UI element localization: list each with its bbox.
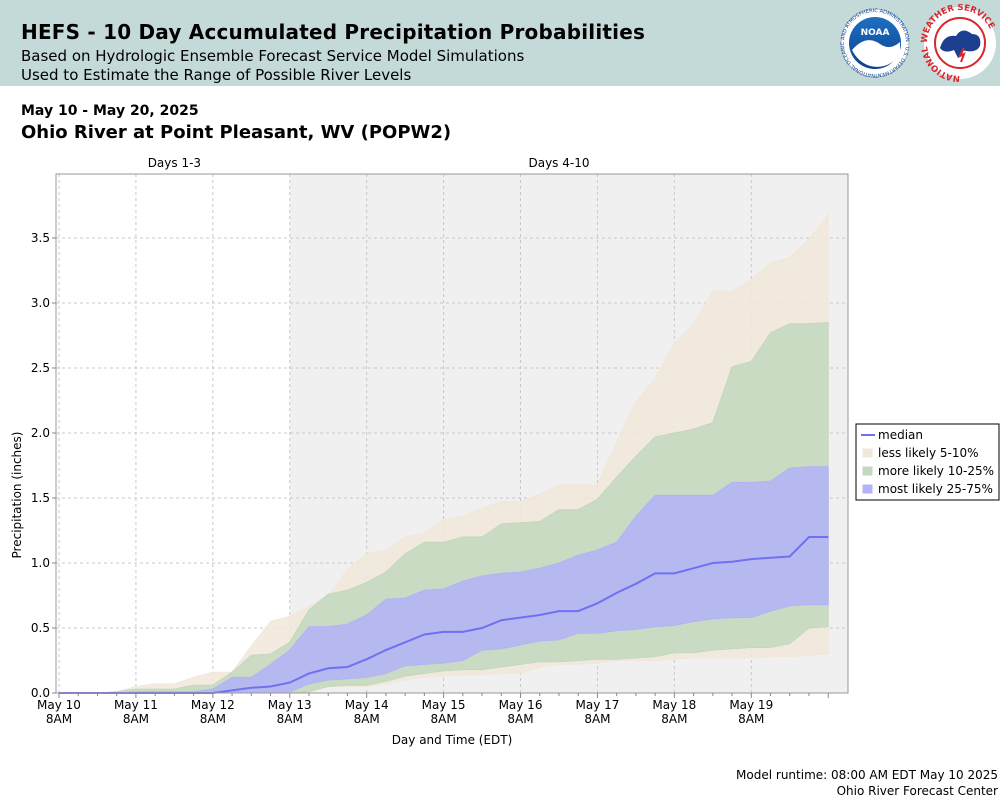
x-tick-label-time: 8AM xyxy=(584,712,610,726)
y-tick-label: 3.5 xyxy=(31,231,50,245)
x-tick-label-time: 8AM xyxy=(277,712,303,726)
date-range: May 10 - May 20, 2025 xyxy=(21,103,199,119)
x-tick-label-time: 8AM xyxy=(46,712,72,726)
legend-swatch-box xyxy=(861,465,874,477)
x-tick-label: May 14 xyxy=(345,698,389,712)
legend-box xyxy=(855,423,1000,501)
y-tick-label: 2.5 xyxy=(31,361,50,375)
x-tick-label-time: 8AM xyxy=(123,712,149,726)
x-tick-label: May 17 xyxy=(575,698,619,712)
legend-entry: median xyxy=(878,428,923,442)
x-tick-label-time: 8AM xyxy=(354,712,380,726)
legend-entry: more likely 10-25% xyxy=(878,464,994,478)
y-tick-label: 2.0 xyxy=(31,426,50,440)
x-axis-label: Day and Time (EDT) xyxy=(392,733,513,747)
forecast-center: Ohio River Forecast Center xyxy=(836,784,998,798)
probability-bands xyxy=(59,213,829,694)
y-axis-label: Precipitation (inches) xyxy=(10,432,24,559)
x-tick-label: May 15 xyxy=(422,698,466,712)
legend-swatch-box xyxy=(861,447,874,459)
x-tick-label: May 13 xyxy=(268,698,312,712)
x-tick-label-time: 8AM xyxy=(200,712,226,726)
band-most-likely-25-75- xyxy=(59,466,829,694)
y-tick-label: 1.5 xyxy=(31,491,50,505)
page-title: HEFS - 10 Day Accumulated Precipitation … xyxy=(21,20,646,44)
header-banner: HEFS - 10 Day Accumulated Precipitation … xyxy=(0,0,1000,86)
x-tick-label-time: 8AM xyxy=(661,712,687,726)
noaa-logo-text: NOAA xyxy=(861,28,890,38)
legend-entry: less likely 5-10% xyxy=(878,446,979,460)
agency-logos: NATIONAL OCEANIC AND ATMOSPHERIC ADMINIS… xyxy=(840,4,997,82)
region-label: Days 1-3 xyxy=(148,156,201,170)
y-tick-label: 0.0 xyxy=(31,686,50,700)
x-tick-label: May 19 xyxy=(729,698,773,712)
x-tick-label-time: 8AM xyxy=(507,712,533,726)
y-axis: 0.0 0.5 1.0 1.5 2.0 2.5 3.0 3.5 xyxy=(31,231,56,700)
y-tick-label: 0.5 xyxy=(31,621,50,635)
y-tick-label: 1.0 xyxy=(31,556,50,570)
x-tick-label: May 10 xyxy=(37,698,81,712)
x-tick-label: May 16 xyxy=(499,698,543,712)
page-subtitle-line1: Based on Hydrologic Ensemble Forecast Se… xyxy=(21,47,525,65)
x-tick-label: May 18 xyxy=(652,698,696,712)
page-subtitle-line2: Used to Estimate the Range of Possible R… xyxy=(21,66,412,84)
region-label: Days 4-10 xyxy=(528,156,589,170)
nws-logo[interactable]: NATIONAL WEATHER SERVICE xyxy=(920,4,997,82)
x-tick-label-time: 8AM xyxy=(430,712,456,726)
x-tick-label-time: 8AM xyxy=(738,712,764,726)
x-tick-label: May 12 xyxy=(191,698,235,712)
region-labels: Days 1-3 Days 4-10 xyxy=(148,156,590,170)
model-runtime: Model runtime: 08:00 AM EDT May 10 2025 xyxy=(736,768,998,782)
legend-entry: most likely 25-75% xyxy=(878,482,993,496)
station-name: Ohio River at Point Pleasant, WV (POPW2) xyxy=(21,122,452,143)
legend-swatch-box xyxy=(861,483,874,495)
y-tick-label: 3.0 xyxy=(31,296,50,310)
legend: median less likely 5-10% more likely 10-25… xyxy=(855,423,1000,501)
x-tick-label: May 11 xyxy=(114,698,158,712)
noaa-logo[interactable]: NATIONAL OCEANIC AND ATMOSPHERIC ADMINIS… xyxy=(840,4,910,78)
